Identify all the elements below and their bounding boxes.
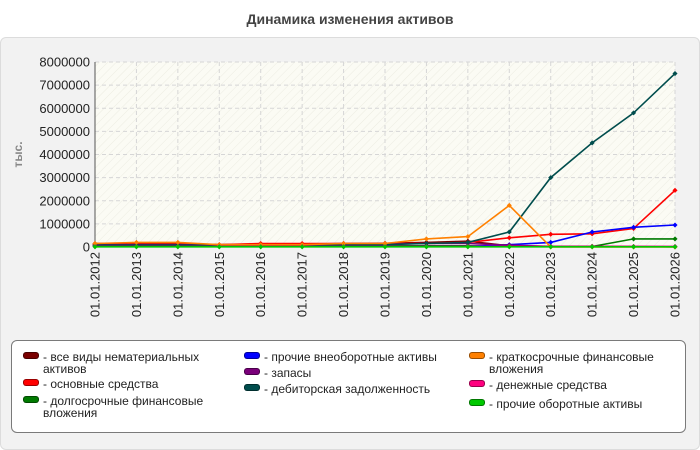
legend-swatch <box>23 379 39 386</box>
legend-swatch <box>469 352 485 359</box>
series-point <box>299 244 305 250</box>
series-point <box>506 244 512 250</box>
chart-legend: - все виды нематериальных активов - основ… <box>11 340 686 433</box>
series-point <box>133 239 139 245</box>
legend-swatch <box>23 352 39 359</box>
series-point <box>423 240 429 247</box>
x-tick-label: 01.01.2018 <box>336 252 351 317</box>
series-point <box>589 244 595 250</box>
series-point <box>175 239 181 245</box>
legend-label: - дебиторская задолженность <box>264 382 431 396</box>
y-tick-label: 6000000 <box>39 101 90 116</box>
legend-swatch <box>469 380 485 387</box>
x-tick-label: 01.01.2021 <box>460 252 475 317</box>
y-tick-label: 0 <box>83 240 90 255</box>
legend-swatch <box>23 396 39 403</box>
series-point <box>589 140 595 146</box>
y-tick-label: 8000000 <box>39 55 90 70</box>
legend-swatch <box>244 384 260 391</box>
series-point <box>92 244 98 250</box>
series-point <box>382 240 388 247</box>
series-point <box>589 229 595 235</box>
legend-swatch <box>469 399 485 406</box>
series-point <box>175 244 181 250</box>
x-tick-label: 01.01.2024 <box>585 252 600 317</box>
x-tick-label: 01.01.2012 <box>88 252 103 317</box>
y-tick-label: 7000000 <box>39 78 90 93</box>
y-axis-label: тыс. <box>11 141 25 167</box>
legend-label: - денежные средства <box>489 378 607 392</box>
x-tick-label: 01.01.2023 <box>543 252 558 317</box>
legend-label: - основные средства <box>43 377 159 391</box>
x-tick-label: 01.01.2017 <box>295 252 310 317</box>
x-tick-label: 01.01.2022 <box>502 252 517 317</box>
series-point <box>506 202 512 208</box>
y-tick-label: 4000000 <box>39 147 90 162</box>
x-tick-label: 01.01.2016 <box>253 252 268 317</box>
series-point <box>382 244 388 250</box>
series-point <box>506 235 512 241</box>
legend-label: - прочие оборотные активы <box>489 397 643 411</box>
x-tick-label: 01.01.2020 <box>419 252 434 317</box>
x-tick-label: 01.01.2026 <box>668 252 683 317</box>
series-point <box>506 229 512 235</box>
series-point <box>133 244 139 250</box>
x-tick-label: 01.01.2014 <box>170 252 185 317</box>
x-tick-label: 01.01.2025 <box>626 252 641 317</box>
series-point <box>423 236 429 242</box>
chart-title: Динамика изменения активов <box>246 11 454 27</box>
series-point <box>92 240 98 247</box>
legend-label: - прочие внеоборотные активы <box>264 350 437 364</box>
legend-label: - запасы <box>264 366 312 380</box>
x-tick-label: 01.01.2015 <box>212 252 227 317</box>
legend-label: - долгосрочные финансовые вложения <box>43 394 204 420</box>
y-tick-label: 1000000 <box>39 216 90 231</box>
y-tick-label: 5000000 <box>39 124 90 139</box>
y-tick-label: 2000000 <box>39 193 90 208</box>
legend-label: - все виды нематериальных активов <box>43 350 200 376</box>
series-point <box>423 244 429 250</box>
x-tick-label: 01.01.2013 <box>129 252 144 317</box>
legend-swatch <box>244 352 260 359</box>
legend-swatch <box>244 368 260 375</box>
legend-label: - краткосрочные финансовые вложения <box>489 350 654 376</box>
series-point <box>216 244 222 250</box>
x-tick-label: 01.01.2019 <box>378 252 393 317</box>
y-tick-label: 3000000 <box>39 170 90 185</box>
